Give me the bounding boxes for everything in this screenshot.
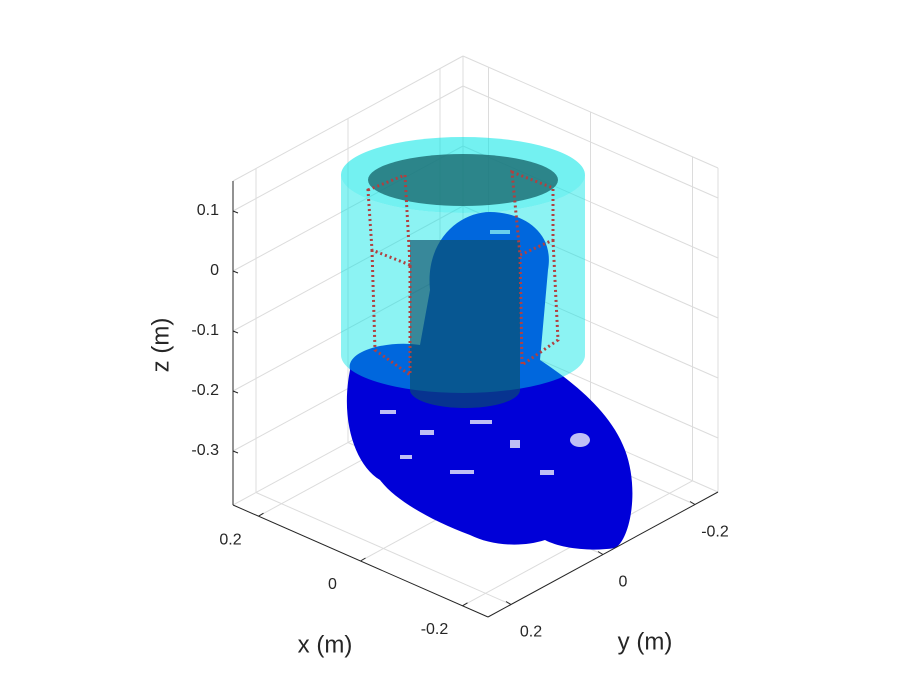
highlight: [510, 440, 520, 448]
z-axis-label: z (m): [147, 318, 174, 373]
z-tick-label: 0.1: [197, 202, 219, 219]
highlight: [450, 470, 474, 474]
z-tick: [232, 390, 239, 394]
z-tick: [232, 270, 239, 274]
highlight: [570, 433, 590, 447]
z-tick-label: -0.3: [191, 442, 219, 459]
highlight: [420, 430, 434, 435]
z-tick-label: -0.2: [191, 382, 219, 399]
z-tick: [232, 330, 239, 334]
y-axis-label: y (m): [618, 628, 673, 655]
x-tick-label: -0.2: [421, 621, 449, 638]
y-tick-label: 0.2: [520, 624, 542, 641]
x-axis-label: x (m): [298, 631, 353, 658]
z-tick-label: -0.1: [191, 322, 219, 339]
y-tick: [505, 601, 512, 605]
cylinder-hole: [368, 154, 558, 206]
y-tick: [597, 551, 604, 555]
x-tick-label: 0.2: [219, 531, 241, 548]
y-tick: [689, 501, 696, 505]
z-tick-label: 0: [210, 262, 219, 279]
voxel-highlights: [380, 230, 590, 475]
labels: z (m) x (m) y (m) 0.1 0 -0.1 -0.2 -0.3 0.2 0 -0…: [147, 181, 729, 658]
y-tick-label: 0: [619, 574, 628, 591]
highlight: [400, 455, 412, 459]
highlight: [470, 420, 492, 424]
z-tick: [232, 450, 239, 454]
sensor-points: [366, 169, 560, 378]
point-array: [510, 169, 560, 368]
x-tick: [258, 512, 264, 517]
highlight: [540, 470, 554, 475]
x-tick: [462, 602, 468, 607]
highlight: [380, 410, 396, 414]
z-tick: [232, 210, 239, 214]
x-tick-label: 0: [328, 576, 337, 593]
x-tick: [360, 557, 366, 562]
scene: [341, 137, 633, 550]
inner-cylinder: [410, 240, 520, 408]
grid-line: [255, 492, 512, 605]
point-array: [366, 172, 412, 378]
highlight: [490, 230, 510, 234]
y-tick-label: -0.2: [701, 524, 729, 541]
